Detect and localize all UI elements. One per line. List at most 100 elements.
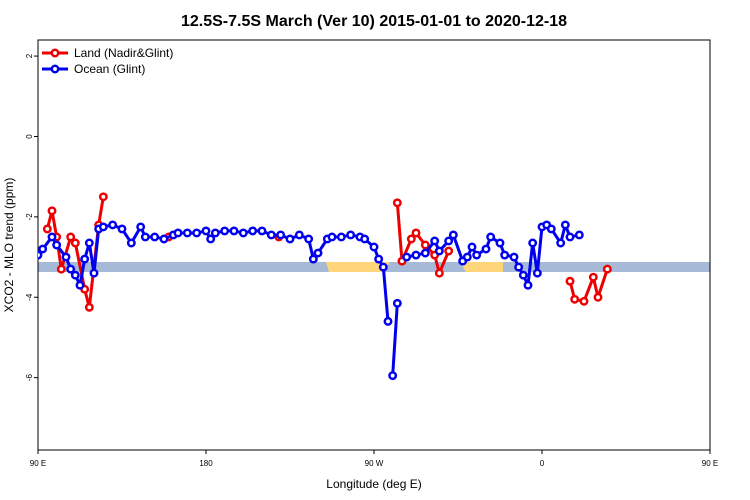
data-point xyxy=(378,262,388,272)
data-point xyxy=(117,224,127,234)
data-point xyxy=(257,226,267,236)
data-point xyxy=(140,232,150,242)
data-point xyxy=(336,232,346,242)
data-point xyxy=(411,250,421,260)
data-point xyxy=(462,252,472,262)
data-point xyxy=(593,292,603,302)
data-point xyxy=(744,240,750,246)
data-point xyxy=(75,280,85,290)
data-point xyxy=(159,234,169,244)
data-point xyxy=(313,248,323,258)
data-point xyxy=(47,206,57,216)
data-point xyxy=(574,230,584,240)
data-point xyxy=(84,238,94,248)
data-point xyxy=(173,228,183,238)
legend: Land (Nadir&Glint) Ocean (Glint) xyxy=(42,46,173,76)
data-point xyxy=(546,224,556,234)
x-tick-label: 90 E xyxy=(702,459,718,468)
data-point xyxy=(486,232,496,242)
data-point xyxy=(570,294,580,304)
data-point xyxy=(61,252,71,262)
data-point xyxy=(402,252,412,262)
data-point xyxy=(565,276,575,286)
x-tick-label: 90 E xyxy=(30,459,46,468)
data-point xyxy=(444,236,454,246)
series-land xyxy=(42,192,750,312)
data-point xyxy=(369,242,379,252)
y-tick-label: -2 xyxy=(25,213,34,221)
y-tick-label: 2 xyxy=(25,53,34,58)
data-point xyxy=(411,228,421,238)
data-point xyxy=(38,250,43,260)
data-point xyxy=(285,234,295,244)
chart-title: 12.5S-7.5S March (Ver 10) 2015-01-01 to … xyxy=(181,13,567,30)
legend-marker xyxy=(50,64,60,74)
data-point xyxy=(66,264,76,274)
data-point xyxy=(84,302,94,312)
land-band-2 xyxy=(460,262,503,272)
data-point xyxy=(70,238,80,248)
data-point xyxy=(495,238,505,248)
data-point xyxy=(579,296,589,306)
data-point xyxy=(56,264,66,274)
series-line xyxy=(719,197,750,308)
data-point xyxy=(66,232,76,242)
data-point xyxy=(136,222,146,232)
data-point xyxy=(304,234,314,244)
y-tick-label: 0 xyxy=(25,134,34,139)
data-point xyxy=(467,242,477,252)
data-point xyxy=(560,220,570,230)
data-point xyxy=(346,230,356,240)
data-point xyxy=(392,198,402,208)
data-point xyxy=(192,228,202,238)
data-point xyxy=(420,240,430,250)
data-point xyxy=(420,248,430,258)
data-point xyxy=(518,270,528,280)
data-point xyxy=(444,246,454,256)
legend-label: Ocean (Glint) xyxy=(74,62,145,76)
legend-marker xyxy=(50,48,60,58)
land-band-1 xyxy=(326,262,390,272)
data-point xyxy=(730,266,736,272)
data-point xyxy=(229,226,239,236)
data-point xyxy=(308,254,318,264)
data-point xyxy=(434,246,444,256)
x-tick-label: 90 W xyxy=(365,459,384,468)
data-point xyxy=(721,208,727,214)
x-axis-label: Longitude (deg E) xyxy=(326,477,421,491)
data-point xyxy=(448,230,458,240)
data-point xyxy=(523,280,533,290)
data-point xyxy=(238,228,248,238)
data-point xyxy=(514,262,524,272)
data-point xyxy=(406,234,416,244)
data-point xyxy=(565,232,575,242)
data-point xyxy=(266,230,276,240)
data-point xyxy=(276,230,286,240)
data-point xyxy=(327,232,337,242)
data-point xyxy=(509,252,519,262)
data-point xyxy=(602,264,612,274)
data-point xyxy=(89,268,99,278)
data-point xyxy=(725,234,731,240)
data-point xyxy=(42,224,52,234)
data-point xyxy=(434,268,444,278)
y-axis-label: XCO2 - MLO trend (ppm) xyxy=(2,178,16,313)
data-point xyxy=(388,371,398,381)
data-point xyxy=(481,244,491,254)
data-point xyxy=(52,240,62,250)
series-line xyxy=(391,303,399,376)
data-point xyxy=(588,272,598,282)
data-point xyxy=(98,222,108,232)
data-point xyxy=(126,238,136,248)
data-point xyxy=(739,234,745,240)
data-point xyxy=(294,230,304,240)
data-point xyxy=(360,234,370,244)
data-point xyxy=(210,228,220,238)
data-point xyxy=(150,232,160,242)
data-point xyxy=(383,316,393,326)
data-point xyxy=(47,232,57,242)
data-point xyxy=(532,268,542,278)
data-point xyxy=(374,254,384,264)
y-tick-label: -4 xyxy=(25,293,34,301)
